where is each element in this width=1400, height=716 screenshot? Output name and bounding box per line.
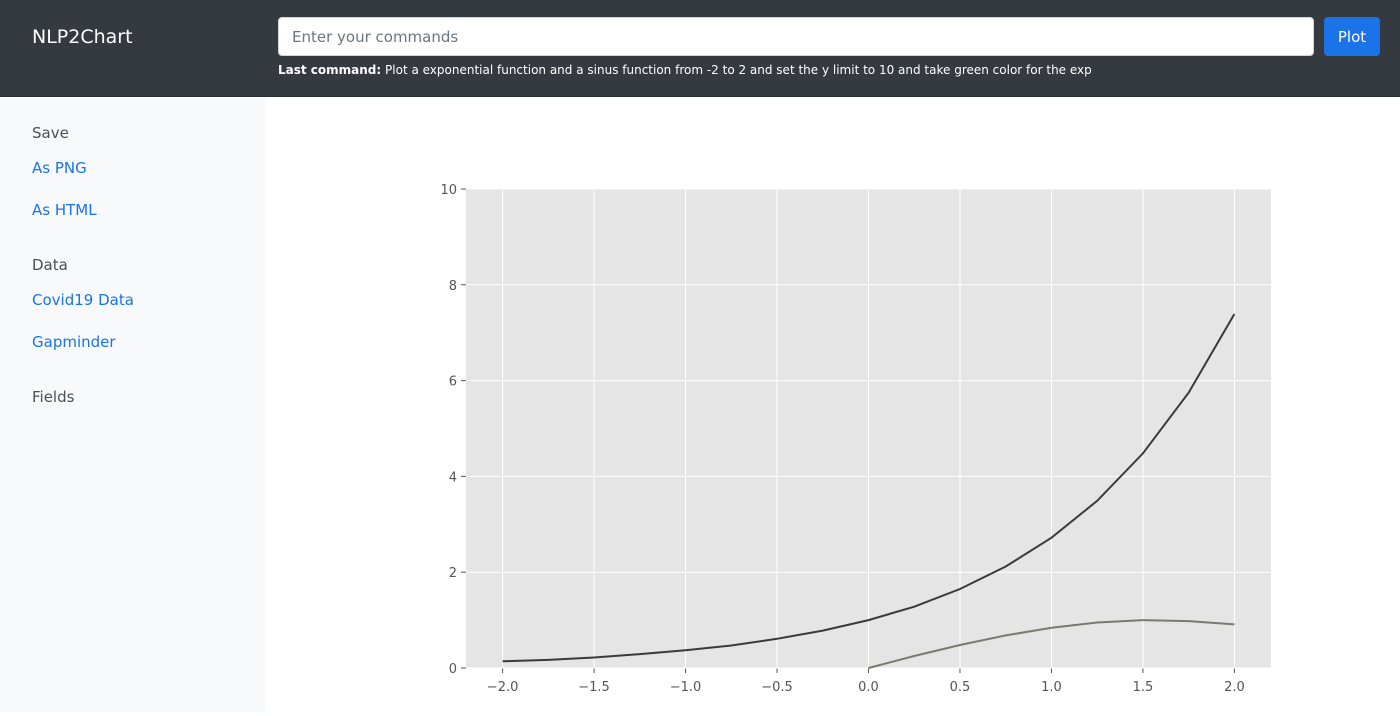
x-tick-label: −1.5 [578,680,610,695]
x-tick-label: 0.0 [858,680,879,695]
sidebar-heading-data: Data [32,256,68,274]
save-as-html-link[interactable]: As HTML [32,201,97,219]
x-tick-label: −0.5 [761,680,793,695]
y-tick-label: 2 [449,566,457,581]
sidebar: Save As PNG As HTML Data Covid19 Data Ga… [0,97,265,712]
last-command-text: Plot a exponential function and a sinus … [385,63,1092,77]
sidebar-heading-save: Save [32,124,69,142]
x-tick-label: −2.0 [487,680,519,695]
plot-button[interactable]: Plot [1324,17,1380,56]
y-tick-label: 8 [449,279,457,294]
line-chart: −2.0 −1.5 −1.0 −0.5 0.0 0.5 1.0 1.5 2.0 0 2 4 6 8 10 [440,183,1271,695]
last-command: Last command: Plot a exponential functio… [278,63,1092,77]
last-command-label: Last command: [278,63,382,77]
gapminder-link[interactable]: Gapminder [32,333,116,351]
x-tick-label: 0.5 [950,680,971,695]
series-line-exp [502,313,1236,663]
app-brand[interactable]: NLP2Chart [32,26,133,48]
covid19-data-link[interactable]: Covid19 Data [32,291,134,309]
save-as-png-link[interactable]: As PNG [32,159,87,177]
y-tick-label: 4 [449,470,457,485]
x-tick-label: 1.0 [1041,680,1062,695]
y-tick-label: 10 [440,183,457,198]
y-tick-label: 6 [449,375,457,390]
command-input[interactable] [278,17,1314,56]
y-tick-label: 0 [449,662,457,677]
sidebar-heading-fields: Fields [32,388,75,406]
x-tick-label: 1.5 [1133,680,1154,695]
plot-area: −2.0 −1.5 −1.0 −0.5 0.0 0.5 1.0 1.5 2.0 0 2 4 6 8 10 [420,172,1300,716]
series-line-sin [868,619,1235,669]
top-navbar: NLP2Chart Plot Last command: Plot a expo… [0,0,1400,97]
x-tick-label: −1.0 [670,680,702,695]
x-tick-label: 2.0 [1224,680,1245,695]
